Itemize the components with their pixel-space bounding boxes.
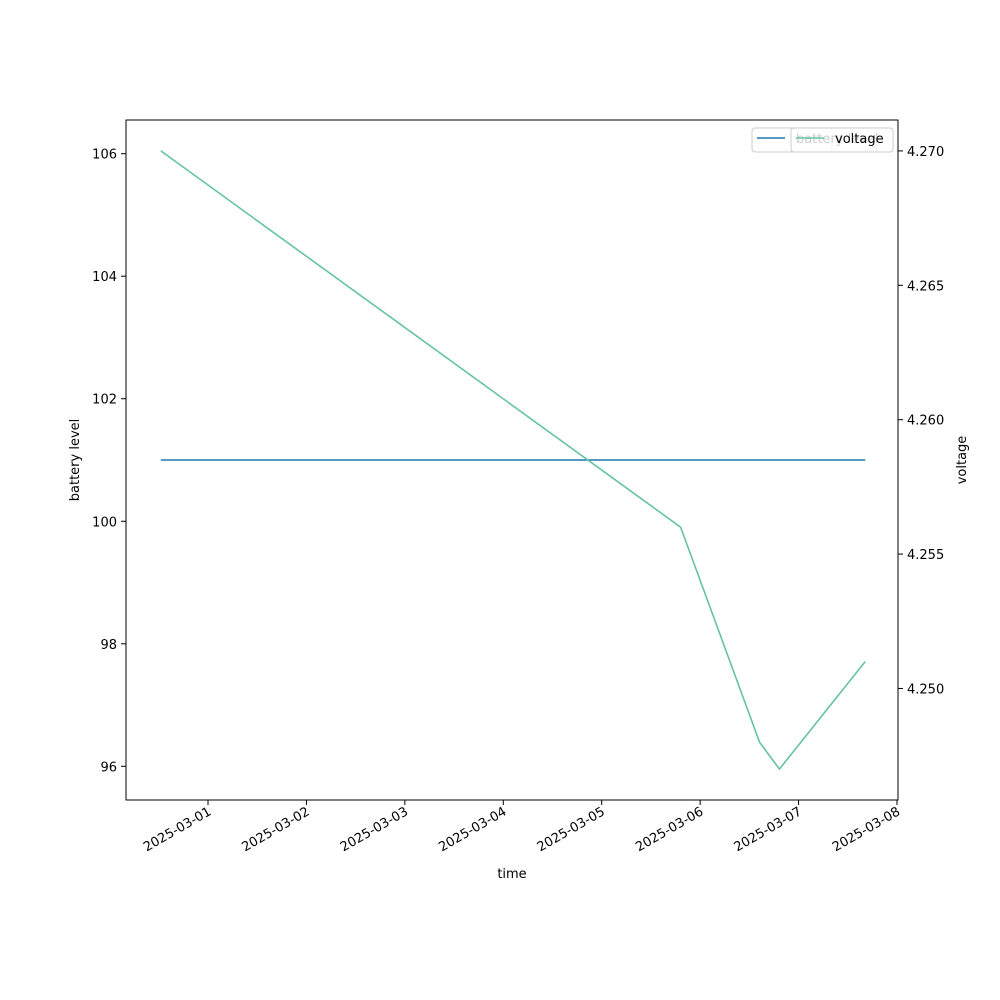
x-tick-label: 2025-03-01 bbox=[141, 804, 214, 855]
y2-tick-label: 4.255 bbox=[907, 548, 944, 563]
y-tick-label: 104 bbox=[92, 270, 117, 285]
y2-tick-label: 4.260 bbox=[907, 414, 944, 429]
y-tick-label: 98 bbox=[100, 638, 117, 653]
y-tick-label: 100 bbox=[92, 515, 117, 530]
x-axis-label: time bbox=[497, 867, 526, 882]
y2-tick-label: 4.270 bbox=[907, 145, 944, 160]
x-tick-label: 2025-03-06 bbox=[633, 804, 706, 855]
y2-tick-label: 4.250 bbox=[907, 682, 944, 697]
x-tick-label: 2025-03-03 bbox=[338, 804, 411, 855]
x-tick-label: 2025-03-07 bbox=[732, 804, 805, 855]
x-tick-label: 2025-03-05 bbox=[535, 804, 608, 855]
plot-frame bbox=[125, 119, 899, 801]
x-tick-label: 2025-03-08 bbox=[830, 804, 903, 855]
series-line bbox=[160, 150, 866, 771]
x-tick-label: 2025-03-04 bbox=[436, 804, 509, 855]
y-tick-label: 96 bbox=[100, 760, 117, 775]
legend-label: voltage bbox=[835, 132, 884, 147]
x-tick-label: 2025-03-02 bbox=[240, 804, 313, 855]
y-tick-label: 106 bbox=[92, 148, 117, 163]
y2-axis-label: voltage bbox=[955, 436, 970, 485]
y-axis-label: battery level bbox=[68, 419, 83, 502]
y2-tick-label: 4.265 bbox=[907, 279, 944, 294]
y-tick-label: 102 bbox=[92, 393, 117, 408]
legend: voltage bbox=[790, 127, 894, 153]
legend-box bbox=[790, 127, 894, 153]
